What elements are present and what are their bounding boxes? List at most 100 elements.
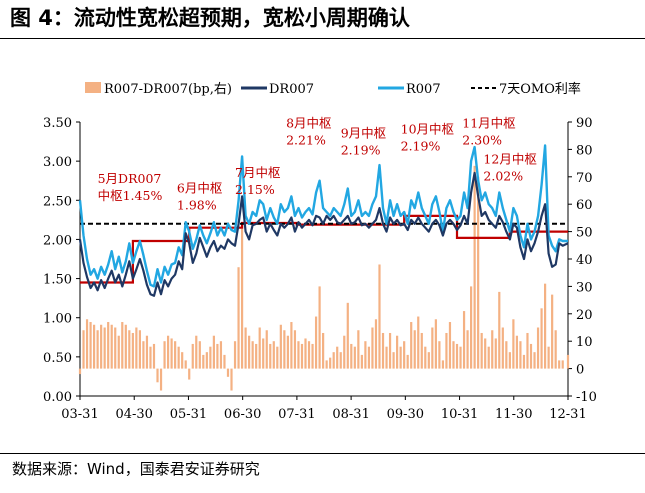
- spread-bar: [484, 338, 487, 369]
- spread-bar: [543, 283, 547, 369]
- spread-bar: [533, 352, 536, 369]
- spread-bar: [318, 286, 321, 369]
- spread-bar: [92, 324, 96, 369]
- spread-bar: [251, 341, 254, 369]
- annotation-line: 11月中枢: [462, 115, 515, 130]
- spread-bar: [240, 228, 244, 369]
- spread-bar: [114, 327, 117, 369]
- spread-bar: [244, 327, 247, 369]
- spread-bar: [332, 352, 335, 369]
- y-left-tick-label: 2.50: [43, 194, 72, 209]
- y-right-tick-label: 60: [576, 198, 593, 213]
- spread-bar: [515, 335, 519, 369]
- chart-axes: 3.50 3.00 2.50 2.00 1.50 1.00 0.50 0.00 90 80 70 60…: [43, 116, 597, 422]
- legend-label: R007-DR007(bp,右): [104, 82, 232, 97]
- spread-bar: [262, 338, 265, 369]
- spread-bar: [181, 352, 184, 369]
- spread-bar: [566, 354, 570, 369]
- spread-bar: [96, 330, 99, 369]
- rate-lines: [78, 144, 569, 297]
- spread-bar: [491, 330, 494, 369]
- spread-bar: [286, 335, 289, 369]
- spread-bar: [336, 346, 339, 369]
- y-left-tick-label: 0.00: [43, 390, 72, 405]
- spread-bar: [448, 322, 452, 369]
- spread-bar: [124, 324, 127, 369]
- annotation-line: 9月中枢: [341, 126, 386, 141]
- spread-bar: [152, 343, 156, 369]
- center-annotation: 7月中枢 2.15%: [235, 165, 280, 197]
- chart-legend: R007-DR007(bp,右) DR007 R007 7天OMO利率: [85, 81, 581, 97]
- x-tick-label: 10-31: [441, 407, 478, 422]
- legend-label: 7天OMO利率: [499, 81, 581, 97]
- spread-bar: [265, 330, 268, 369]
- x-tick-label: 12-31: [549, 407, 586, 422]
- spread-bar: [438, 341, 441, 369]
- spread-bar: [501, 327, 504, 369]
- spread-bar: [396, 335, 399, 369]
- spread-bar: [188, 368, 191, 380]
- center-annotation: 10月中枢 2.19%: [401, 122, 454, 154]
- spread-bar: [522, 354, 526, 369]
- source-note: 数据来源：Wind，国泰君安证券研究: [12, 460, 260, 478]
- spread-bar: [417, 316, 420, 369]
- spread-bar: [441, 360, 445, 369]
- spread-bar: [350, 343, 353, 369]
- x-tick-label: 09-30: [387, 407, 424, 422]
- spread-bar: [205, 352, 208, 369]
- spread-bar: [374, 319, 378, 369]
- y-right-tick-label: 40: [576, 253, 593, 268]
- legend-label: R007: [406, 82, 441, 97]
- spread-bar: [297, 341, 300, 369]
- spread-bar: [100, 324, 103, 369]
- spread-bar: [293, 330, 297, 369]
- spread-bar: [371, 327, 374, 369]
- spread-bar: [82, 330, 85, 369]
- spread-bar: [526, 332, 529, 369]
- spread-bar: [110, 324, 113, 369]
- spread-bar: [427, 352, 430, 369]
- x-tick-label: 08-31: [332, 407, 369, 422]
- spread-bar: [85, 319, 89, 369]
- center-annotation: 6月中枢 1.98%: [177, 180, 222, 212]
- spread-bar: [455, 343, 459, 369]
- spread-bar: [466, 330, 469, 369]
- spread-bar: [78, 368, 82, 375]
- spread-bar: [561, 360, 564, 369]
- spread-bar: [378, 264, 381, 369]
- y-right-tick-label: 10: [576, 335, 593, 350]
- x-tick-label: 05-31: [170, 407, 207, 422]
- spread-bar: [343, 335, 346, 369]
- spread-bar: [431, 327, 434, 369]
- annotation-line: 10月中枢: [401, 122, 454, 137]
- annotation-line: 2.21%: [286, 132, 326, 147]
- y-right-tick-label: 80: [576, 143, 593, 158]
- y-left-tick-label: 1.50: [43, 273, 72, 288]
- chart-annotations: 5月DR007 中枢1.45% 6月中枢 1.98% 7月中枢 2.15% 8月中枢 2.21…: [98, 115, 537, 212]
- y-right-tick-label: 90: [576, 116, 593, 131]
- spread-bar: [269, 343, 272, 369]
- spread-bar: [159, 368, 163, 391]
- spread-bar: [272, 341, 275, 369]
- annotation-line: 2.02%: [483, 168, 523, 183]
- spread-bar: [498, 291, 501, 369]
- spread-bar: [177, 346, 180, 369]
- r007-line: [78, 144, 568, 288]
- y-left-tick-label: 0.50: [43, 351, 72, 366]
- annotation-line: 12月中枢: [483, 151, 536, 166]
- legend-swatch-spread: [85, 82, 101, 93]
- spread-bar: [128, 330, 131, 369]
- x-tick-label: 04-30: [115, 407, 152, 422]
- spread-bar: [290, 322, 293, 369]
- spread-bars: [78, 165, 570, 391]
- annotation-line: 2.19%: [401, 139, 441, 154]
- spread-bar: [166, 335, 170, 369]
- spread-bar: [459, 346, 462, 369]
- spread-bar: [462, 311, 466, 369]
- spread-bar: [547, 346, 550, 369]
- x-tick-label: 07-31: [278, 407, 315, 422]
- spread-bar: [346, 302, 349, 369]
- y-right-tick-label: 0: [576, 363, 584, 378]
- annotation-line: 2.15%: [235, 182, 275, 197]
- spread-bar: [209, 346, 212, 369]
